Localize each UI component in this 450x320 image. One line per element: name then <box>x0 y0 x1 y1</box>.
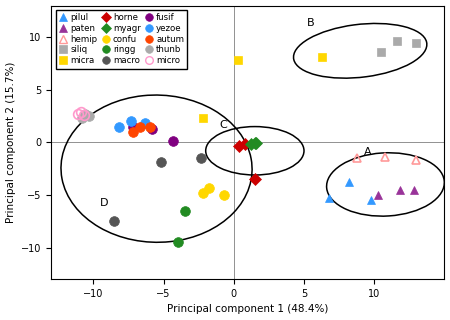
Y-axis label: Principal component 2 (15.7%): Principal component 2 (15.7%) <box>5 62 16 223</box>
Legend: pilul, paten, hemip, siliq, micra, horne, myagr, confu, ringg, macro, fusif, yez: pilul, paten, hemip, siliq, micra, horne… <box>55 10 188 68</box>
Text: C: C <box>220 120 228 130</box>
Text: D: D <box>100 197 109 207</box>
Text: B: B <box>307 18 315 28</box>
X-axis label: Principal component 1 (48.4%): Principal component 1 (48.4%) <box>167 304 328 315</box>
Text: A: A <box>364 147 372 157</box>
